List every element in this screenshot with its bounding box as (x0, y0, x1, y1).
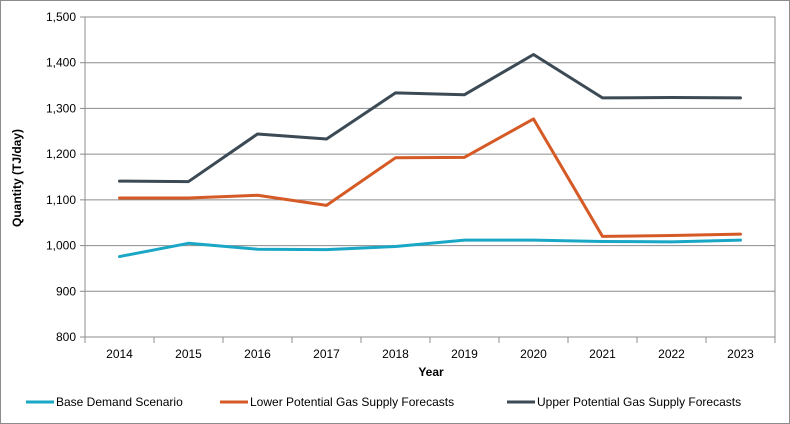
series-lines (118, 52, 742, 259)
y-tick-label: 1,200 (46, 147, 76, 161)
y-tick-label: 1,500 (46, 10, 76, 24)
x-tick-label: 2018 (382, 347, 409, 361)
x-tick-label: 2016 (244, 347, 271, 361)
x-axis-title: Year (418, 365, 444, 379)
y-axis-ticks: 800 900 1,000 1,100 1,200 1,300 1,400 1,500 (46, 10, 85, 344)
gridlines (85, 16, 775, 338)
x-tick-label: 2015 (175, 347, 202, 361)
legend-label: Upper Potential Gas Supply Forecasts (537, 395, 741, 409)
x-tick-label: 2017 (313, 347, 340, 361)
legend: Base Demand Scenario Lower Potential Gas … (26, 395, 741, 409)
legend-label: Base Demand Scenario (56, 395, 183, 409)
legend-label: Lower Potential Gas Supply Forecasts (250, 395, 454, 409)
y-tick-label: 1,100 (46, 193, 76, 207)
series-line-1 (118, 238, 742, 259)
plot-area (84, 16, 776, 338)
x-tick-label: 2021 (589, 347, 616, 361)
y-tick-label: 1,000 (46, 239, 76, 253)
y-tick-label: 800 (56, 330, 76, 344)
series-line-3 (118, 52, 742, 184)
y-tick-label: 900 (56, 284, 76, 298)
x-tick-label: 2019 (451, 347, 478, 361)
x-tick-label: 2022 (658, 347, 685, 361)
y-axis-title: Quantity (TJ/day) (10, 129, 24, 227)
x-axis-ticks: 2014 2015 2016 2017 2018 2019 2020 2021 2022 2023 (84, 337, 776, 361)
x-tick-label: 2020 (520, 347, 547, 361)
y-tick-label: 1,400 (46, 56, 76, 70)
y-tick-label: 1,300 (46, 101, 76, 115)
series-line-2 (118, 117, 742, 238)
x-tick-label: 2014 (106, 347, 133, 361)
x-tick-label: 2023 (727, 347, 754, 361)
plot-border (84, 16, 776, 338)
